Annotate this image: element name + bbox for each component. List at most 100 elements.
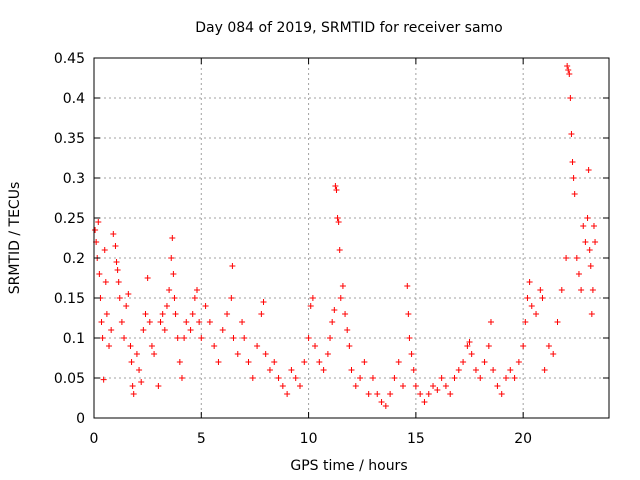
data-point [166, 287, 173, 293]
data-point [430, 383, 437, 389]
data-point [346, 343, 353, 349]
data-point [464, 343, 471, 349]
data-point [198, 335, 205, 341]
data-point [178, 375, 185, 381]
data-point [288, 367, 295, 373]
data-point [121, 335, 128, 341]
data-point [468, 351, 475, 357]
data-point [245, 359, 252, 365]
data-point [284, 391, 291, 397]
data-point [395, 359, 402, 365]
data-point [405, 311, 412, 317]
data-point [229, 263, 236, 269]
data-point [148, 343, 155, 349]
data-point [455, 367, 462, 373]
data-point [526, 279, 533, 285]
data-point [580, 223, 587, 229]
data-point [578, 287, 585, 293]
data-point [425, 391, 432, 397]
data-point [249, 375, 256, 381]
data-point [554, 319, 561, 325]
data-point [558, 287, 565, 293]
data-point [95, 219, 102, 225]
data-point [592, 239, 599, 245]
data-point [487, 319, 494, 325]
data-point [447, 391, 454, 397]
y-tick-label: 0.05 [54, 371, 85, 387]
data-point [230, 335, 237, 341]
data-point [92, 227, 99, 233]
data-point [301, 359, 308, 365]
data-point [588, 311, 595, 317]
data-point [494, 383, 501, 389]
data-point [151, 351, 158, 357]
data-point [585, 167, 592, 173]
data-points [92, 63, 599, 409]
data-point [498, 391, 505, 397]
data-point [524, 295, 531, 301]
x-tick-label: 5 [197, 431, 206, 447]
data-point [102, 279, 109, 285]
data-point [129, 383, 136, 389]
y-tick-label: 0.45 [54, 51, 85, 67]
data-point [412, 383, 419, 389]
data-point [406, 335, 413, 341]
x-tick-labels: 0 5 10 15 20 [90, 431, 533, 447]
plot-frame [93, 57, 610, 419]
data-point [159, 311, 166, 317]
y-tick-label: 0.1 [63, 331, 85, 347]
data-point [211, 343, 218, 349]
data-point [550, 351, 557, 357]
data-point [586, 247, 593, 253]
data-point [169, 235, 176, 241]
data-point [582, 239, 589, 245]
data-point [297, 383, 303, 389]
data-point [115, 279, 122, 285]
data-point [196, 319, 203, 325]
data-point [110, 231, 117, 237]
data-point [262, 351, 269, 357]
data-point [564, 63, 571, 69]
y-tick-label: 0.25 [54, 211, 85, 227]
axis-ticks [93, 57, 609, 419]
data-point [571, 191, 578, 197]
data-point [206, 319, 213, 325]
data-point [128, 359, 135, 365]
data-point [320, 367, 327, 373]
data-point [100, 376, 107, 383]
data-point [114, 267, 121, 273]
data-point [333, 187, 340, 193]
data-point [275, 375, 282, 381]
data-point [258, 311, 265, 317]
data-point [528, 303, 535, 309]
data-point [348, 367, 355, 373]
data-point [157, 319, 164, 325]
data-point [520, 343, 527, 349]
data-point [490, 367, 497, 373]
data-point [545, 343, 552, 349]
data-point [307, 303, 314, 309]
data-point [466, 339, 473, 345]
data-point [228, 295, 235, 301]
data-point [568, 131, 575, 137]
y-tick-label: 0.15 [54, 291, 85, 307]
y-tick-labels: 0 0.05 0.1 0.15 0.2 0.25 0.3 0.35 0.4 0.45 [54, 51, 85, 427]
data-point [266, 367, 273, 373]
data-point [481, 359, 488, 365]
data-point [123, 303, 130, 309]
data-point [189, 311, 196, 317]
data-point [170, 271, 177, 277]
data-point [404, 283, 411, 289]
data-point [215, 359, 222, 365]
data-point [565, 67, 572, 73]
data-point [194, 287, 200, 293]
data-point [400, 383, 406, 389]
data-point [161, 327, 168, 333]
data-point [309, 295, 316, 301]
data-point [112, 243, 119, 249]
data-point [174, 335, 181, 341]
data-point [130, 391, 137, 397]
x-tick-label: 10 [300, 431, 318, 447]
data-point [584, 215, 591, 221]
data-point [163, 303, 170, 309]
